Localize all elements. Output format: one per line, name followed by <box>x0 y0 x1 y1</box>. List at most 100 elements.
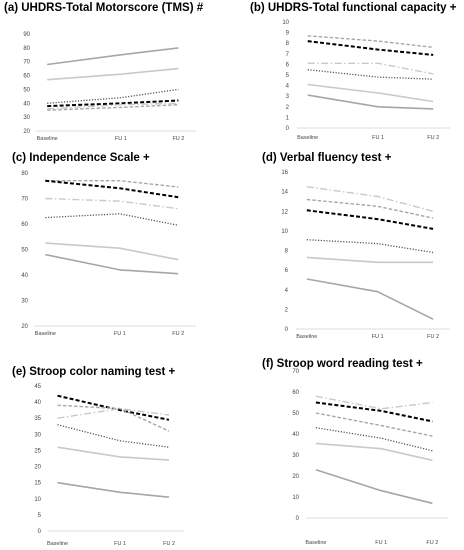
panel-d-series-5-line <box>306 256 434 264</box>
panel-f-y-tick-40: 40 <box>292 432 299 438</box>
panel-f-series-5-line <box>315 442 433 462</box>
panel-f-title: (f) Stroop word reading test + <box>262 358 423 370</box>
panel-c-x-tick-2: FU 1 <box>114 331 126 337</box>
panel-e-title: (e) Stroop color naming test + <box>12 366 176 378</box>
panel-e-y-tick-10: 10 <box>34 497 41 503</box>
panel-f-series-6-line <box>315 468 433 505</box>
panel-c-y-tick-50: 50 <box>21 248 28 254</box>
panel-c-series-2-line <box>45 179 179 199</box>
panel-e-x-tick-3: FU 2 <box>163 541 175 547</box>
panel-c-y-tick-20: 20 <box>21 324 28 330</box>
panel-f-series-2-line <box>315 401 433 423</box>
panel-c-series-3-line <box>45 197 179 210</box>
panel-c-y-tick-80: 80 <box>21 171 28 177</box>
panel-a-x-tick-1: Baseline <box>37 136 58 142</box>
panel-a-y-tick-90: 90 <box>23 32 30 38</box>
panel-e-series-6-line <box>57 481 170 498</box>
panel-b-y-tick-8: 8 <box>286 41 290 47</box>
panel-e-y-tick-35: 35 <box>34 416 41 422</box>
panel-a-series-6-line <box>47 104 179 111</box>
panel-a-series-1-line <box>47 47 179 66</box>
panel-e-y-tick-45: 45 <box>34 384 41 390</box>
panel-e-y-tick-40: 40 <box>34 400 41 406</box>
panel-a-y-tick-30: 30 <box>23 115 30 121</box>
panel-d-series-2-line <box>306 198 434 219</box>
panel-f-x-tick-1: Baseline <box>305 540 326 546</box>
panel-b-y-tick-0: 0 <box>286 126 290 132</box>
panel-f-series-4-line <box>315 427 433 452</box>
panel-c-y-tick-40: 40 <box>21 273 28 279</box>
panel-c-x-tick-1: Baseline <box>35 331 56 337</box>
panel-f-y-tick-70: 70 <box>292 369 299 375</box>
panel-b-series-1-line <box>307 35 434 49</box>
panel-a-series-3-line <box>47 88 179 104</box>
panel-d-title: (d) Verbal fluency test + <box>262 152 392 164</box>
panel-a-series-2-line <box>47 67 179 81</box>
panel-b-y-tick-4: 4 <box>286 84 290 90</box>
panel-e-series-1-line <box>57 394 170 421</box>
panel-b-x-tick-1: Baseline <box>297 135 318 141</box>
panel-e-x-tick-2: FU 1 <box>114 541 126 547</box>
panel-b-series-6-line <box>307 94 434 110</box>
panel-b-series-2-line <box>307 40 434 56</box>
panel-d-y-tick-16: 16 <box>281 170 288 176</box>
panel-a-y-tick-40: 40 <box>23 101 30 107</box>
panel-f-y-tick-10: 10 <box>292 495 299 501</box>
panel-d-x-tick-3: FU 2 <box>427 334 439 340</box>
panel-f-y-tick-50: 50 <box>292 411 299 417</box>
panel-d-series-4-line <box>306 239 434 254</box>
panel-c-y-tick-70: 70 <box>21 197 28 203</box>
panel-f-x-tick-3: FU 2 <box>426 540 438 546</box>
panel-d-x-tick-1: Baseline <box>296 334 317 340</box>
panel-a-y-tick-70: 70 <box>23 60 30 66</box>
panel-f-y-tick-30: 30 <box>292 453 299 459</box>
panel-d-y-tick-2: 2 <box>285 307 289 313</box>
panel-e-y-tick-5: 5 <box>38 513 42 519</box>
panel-a-title: (a) UHDRS-Total Motorscore (TMS) # <box>4 2 204 14</box>
panel-d-x-tick-2: FU 1 <box>372 334 384 340</box>
panel-b-y-tick-7: 7 <box>286 52 290 58</box>
panel-f-series-3-line <box>315 412 433 437</box>
panel-e-series-4-line <box>57 424 170 448</box>
panel-b-series-5-line <box>307 83 434 103</box>
panel-d-y-tick-8: 8 <box>285 249 289 255</box>
panel-d-y-tick-14: 14 <box>281 190 288 196</box>
panel-f-x-tick-2: FU 1 <box>375 540 387 546</box>
panel-b-series-4-line <box>307 69 434 80</box>
panel-f-y-tick-20: 20 <box>292 474 299 480</box>
panel-b-y-tick-5: 5 <box>286 73 290 79</box>
panel-d-series-6-line <box>306 278 434 320</box>
panel-b-y-tick-2: 2 <box>286 105 290 111</box>
panel-d-y-tick-10: 10 <box>281 229 288 235</box>
panel-d-series-1-line <box>306 186 434 212</box>
panel-a-x-tick-2: FU 1 <box>115 136 127 142</box>
panel-e-y-tick-30: 30 <box>34 432 41 438</box>
panel-e-y-tick-25: 25 <box>34 448 41 454</box>
panel-e-series-2-line <box>57 404 170 432</box>
panel-c-x-tick-3: FU 2 <box>172 331 184 337</box>
panel-d-y-tick-4: 4 <box>285 288 289 294</box>
panel-c-y-tick-60: 60 <box>21 222 28 228</box>
panel-f-series-1-line <box>315 395 433 410</box>
panel-b-y-tick-9: 9 <box>286 31 290 37</box>
panel-f-y-tick-0: 0 <box>296 516 300 522</box>
panel-e-y-tick-15: 15 <box>34 481 41 487</box>
panel-e-series-5-line <box>57 446 170 461</box>
panel-c-title: (c) Independence Scale + <box>12 152 150 164</box>
panel-a-y-tick-80: 80 <box>23 46 30 52</box>
panel-c-series-5-line <box>45 242 179 261</box>
panel-a-y-tick-50: 50 <box>23 87 30 93</box>
panel-a-series-4-line <box>47 99 179 108</box>
panel-e-series-3-line <box>57 407 170 419</box>
panel-a-y-tick-60: 60 <box>23 74 30 80</box>
panel-c-series-6-line <box>45 253 179 275</box>
panel-b-series-3-line <box>307 62 434 75</box>
panel-d-y-tick-12: 12 <box>281 209 288 215</box>
panel-b-x-tick-2: FU 1 <box>372 135 384 141</box>
panel-e-x-tick-1: Baseline <box>47 541 68 547</box>
panel-d-y-tick-6: 6 <box>285 268 289 274</box>
panel-b-y-tick-6: 6 <box>286 62 290 68</box>
panel-b-y-tick-1: 1 <box>286 115 290 121</box>
